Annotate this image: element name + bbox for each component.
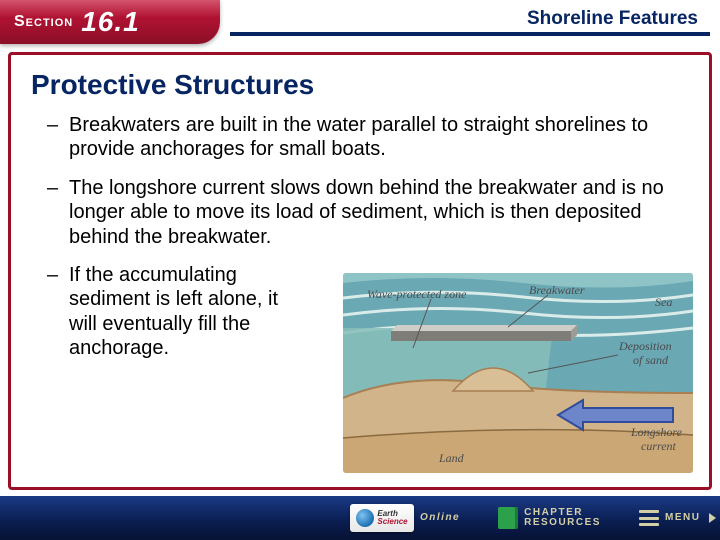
bullet-item: The longshore current slows down behind … [31,176,689,249]
earth-science-badge: Earth Science [350,504,414,532]
bullet-item: Breakwaters are built in the water paral… [31,113,689,162]
diagram-label-longshore1: Longshore [631,425,682,440]
diagram-label-sea: Sea [655,295,672,310]
chapter-resources-button[interactable]: CHAPTERRESOURCES [498,507,601,529]
section-number: 16.1 [81,6,140,38]
menu-icon [639,510,659,526]
online-label: Online [420,513,460,523]
diagram-label-deposition1: Deposition [619,339,672,354]
earth-science-online-button[interactable]: Earth Science Online [350,504,460,532]
chapter-resources-label: CHAPTERRESOURCES [524,508,601,528]
slide-container: Section 16.1 Shoreline Features Protecti… [0,0,720,540]
earth-science-text: Earth Science [377,510,407,526]
section-badge: Section 16.1 [0,0,220,44]
section-label: Section [14,13,73,31]
diagram-label-deposition2: of sand [633,353,668,368]
diagram-label-breakwater: Breakwater [529,283,585,298]
chevron-right-icon [709,513,716,523]
book-icon [498,507,518,529]
chapter-title: Shoreline Features [527,8,698,30]
diagram-label-land: Land [439,451,464,466]
diagram-label-longshore2: current [641,439,676,454]
bullet-text: If the accumulating sediment is left alo… [69,263,299,361]
header-underline [230,32,710,35]
breakwater-diagram: Wave-protected zone Breakwater Sea Depos… [343,273,693,473]
diagram-label-wave-protected: Wave-protected zone [367,287,466,302]
menu-button[interactable]: MENU [639,510,716,526]
slide-header: Section 16.1 Shoreline Features [0,0,720,48]
slide-title: Protective Structures [31,69,689,101]
menu-label: MENU [665,513,700,523]
content-frame: Protective Structures Breakwaters are bu… [8,52,712,490]
footer-bar: Earth Science Online CHAPTERRESOURCES ME… [0,496,720,540]
globe-icon [356,509,374,527]
